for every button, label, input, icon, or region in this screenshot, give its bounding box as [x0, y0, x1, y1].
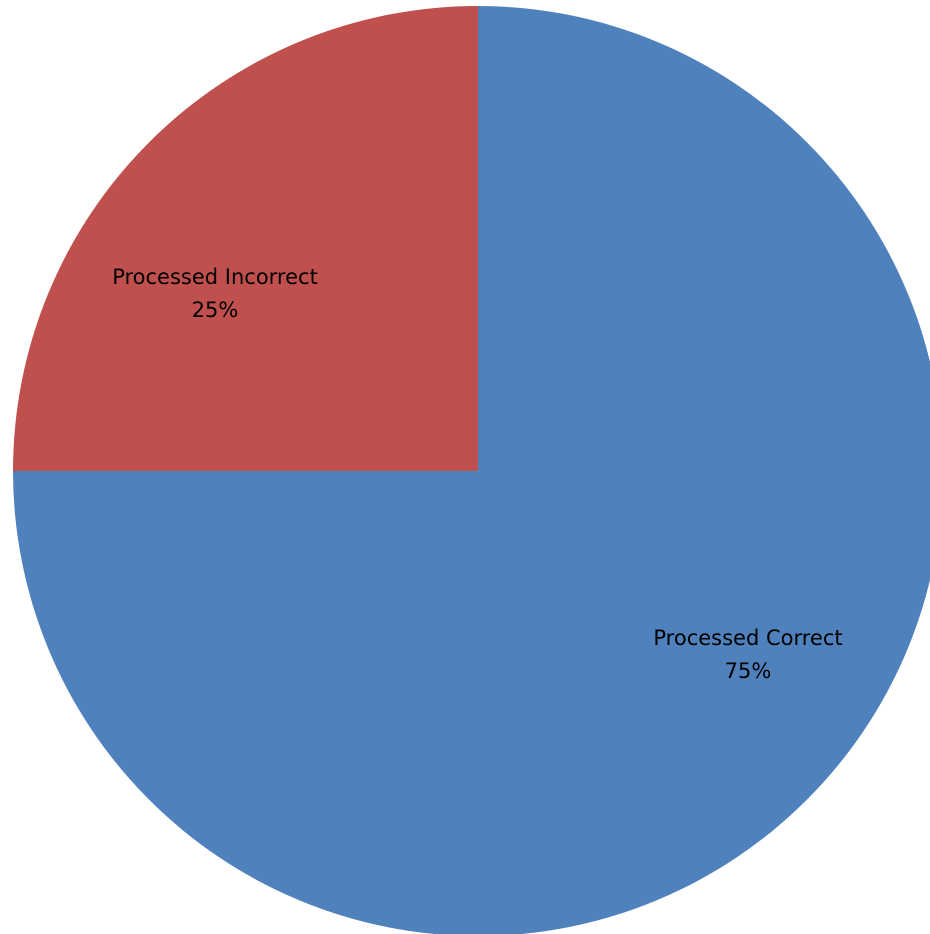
labels-layer: Processed Correct 75% Processed Incorrect 2…	[112, 265, 842, 683]
slice-label: Processed Correct	[653, 626, 842, 650]
slice-value-label: 25%	[192, 298, 239, 322]
slice-label: Processed Incorrect	[112, 265, 318, 289]
slices-layer	[13, 6, 930, 934]
pie-slice-processed-correct	[13, 6, 930, 934]
slice-value-label: 75%	[725, 659, 772, 683]
pie-slice-processed-incorrect	[13, 6, 478, 471]
